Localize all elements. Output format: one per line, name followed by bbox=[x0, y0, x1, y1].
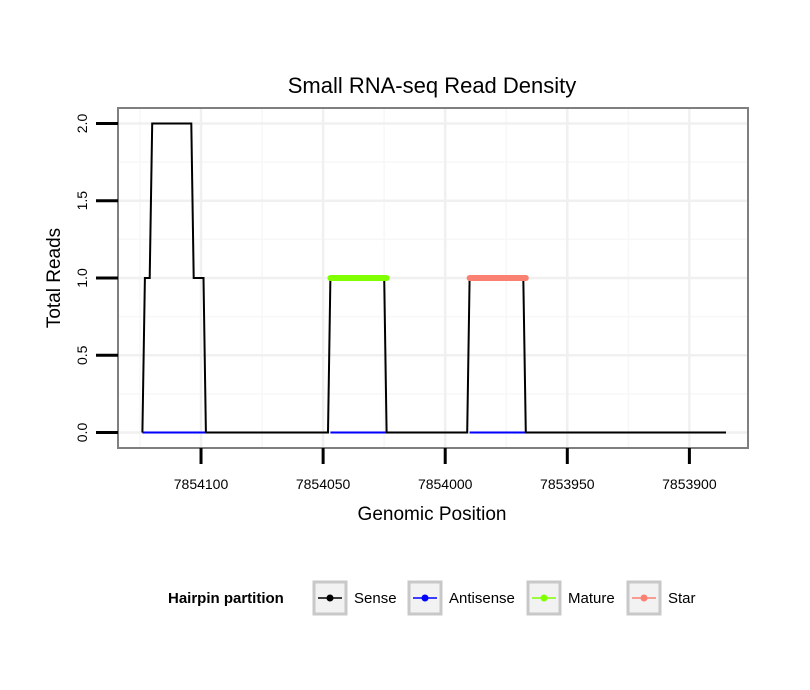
y-tick-label-3: 1.5 bbox=[74, 191, 90, 211]
legend-dot-mature bbox=[540, 594, 548, 602]
y-tick-label-1: 0.5 bbox=[74, 345, 90, 365]
legend: Hairpin partition Sense Antisense Mature… bbox=[168, 580, 696, 616]
x-axis-title: Genomic Position bbox=[358, 504, 507, 525]
legend-label-star: Star bbox=[668, 590, 696, 607]
legend-dot-star bbox=[640, 594, 648, 602]
y-axis-title: Total Reads bbox=[44, 228, 65, 328]
legend-item-antisense: Antisense bbox=[407, 580, 515, 616]
legend-item-mature: Mature bbox=[526, 580, 615, 616]
x-tick-label-2: 7854000 bbox=[418, 476, 473, 492]
x-axis: 7854100 7854050 7854000 7853950 7853900 bbox=[174, 448, 717, 492]
legend-label-antisense: Antisense bbox=[449, 590, 515, 607]
legend-item-star: Star bbox=[626, 580, 696, 616]
legend-label-mature: Mature bbox=[568, 590, 615, 607]
legend-dot-antisense bbox=[421, 594, 429, 602]
legend-dot-sense bbox=[326, 594, 334, 602]
legend-title: Hairpin partition bbox=[168, 590, 284, 607]
x-tick-label-4: 7853900 bbox=[662, 476, 717, 492]
series-layer bbox=[141, 122, 726, 434]
x-tick-label-3: 7853950 bbox=[540, 476, 595, 492]
y-axis: 0.0 0.5 1.0 1.5 2.0 bbox=[74, 114, 118, 443]
y-tick-label-2: 1.0 bbox=[74, 268, 90, 288]
x-tick-label-0: 7854100 bbox=[174, 476, 229, 492]
chart-title: Small RNA-seq Read Density bbox=[288, 73, 577, 98]
legend-label-sense: Sense bbox=[354, 590, 397, 607]
y-tick-label-0: 0.0 bbox=[74, 423, 90, 443]
legend-item-sense: Sense bbox=[312, 580, 397, 616]
y-tick-label-4: 2.0 bbox=[74, 114, 90, 134]
x-tick-label-1: 7854050 bbox=[296, 476, 351, 492]
